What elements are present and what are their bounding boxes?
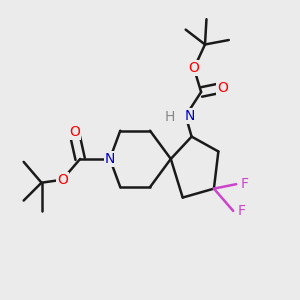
Text: O: O [69, 125, 80, 139]
Text: O: O [189, 61, 200, 75]
Text: N: N [185, 109, 195, 123]
Text: F: F [238, 204, 245, 218]
Text: O: O [218, 81, 228, 94]
Text: N: N [105, 152, 115, 166]
Text: F: F [241, 177, 248, 191]
Text: H: H [164, 110, 175, 124]
Text: O: O [57, 173, 68, 187]
